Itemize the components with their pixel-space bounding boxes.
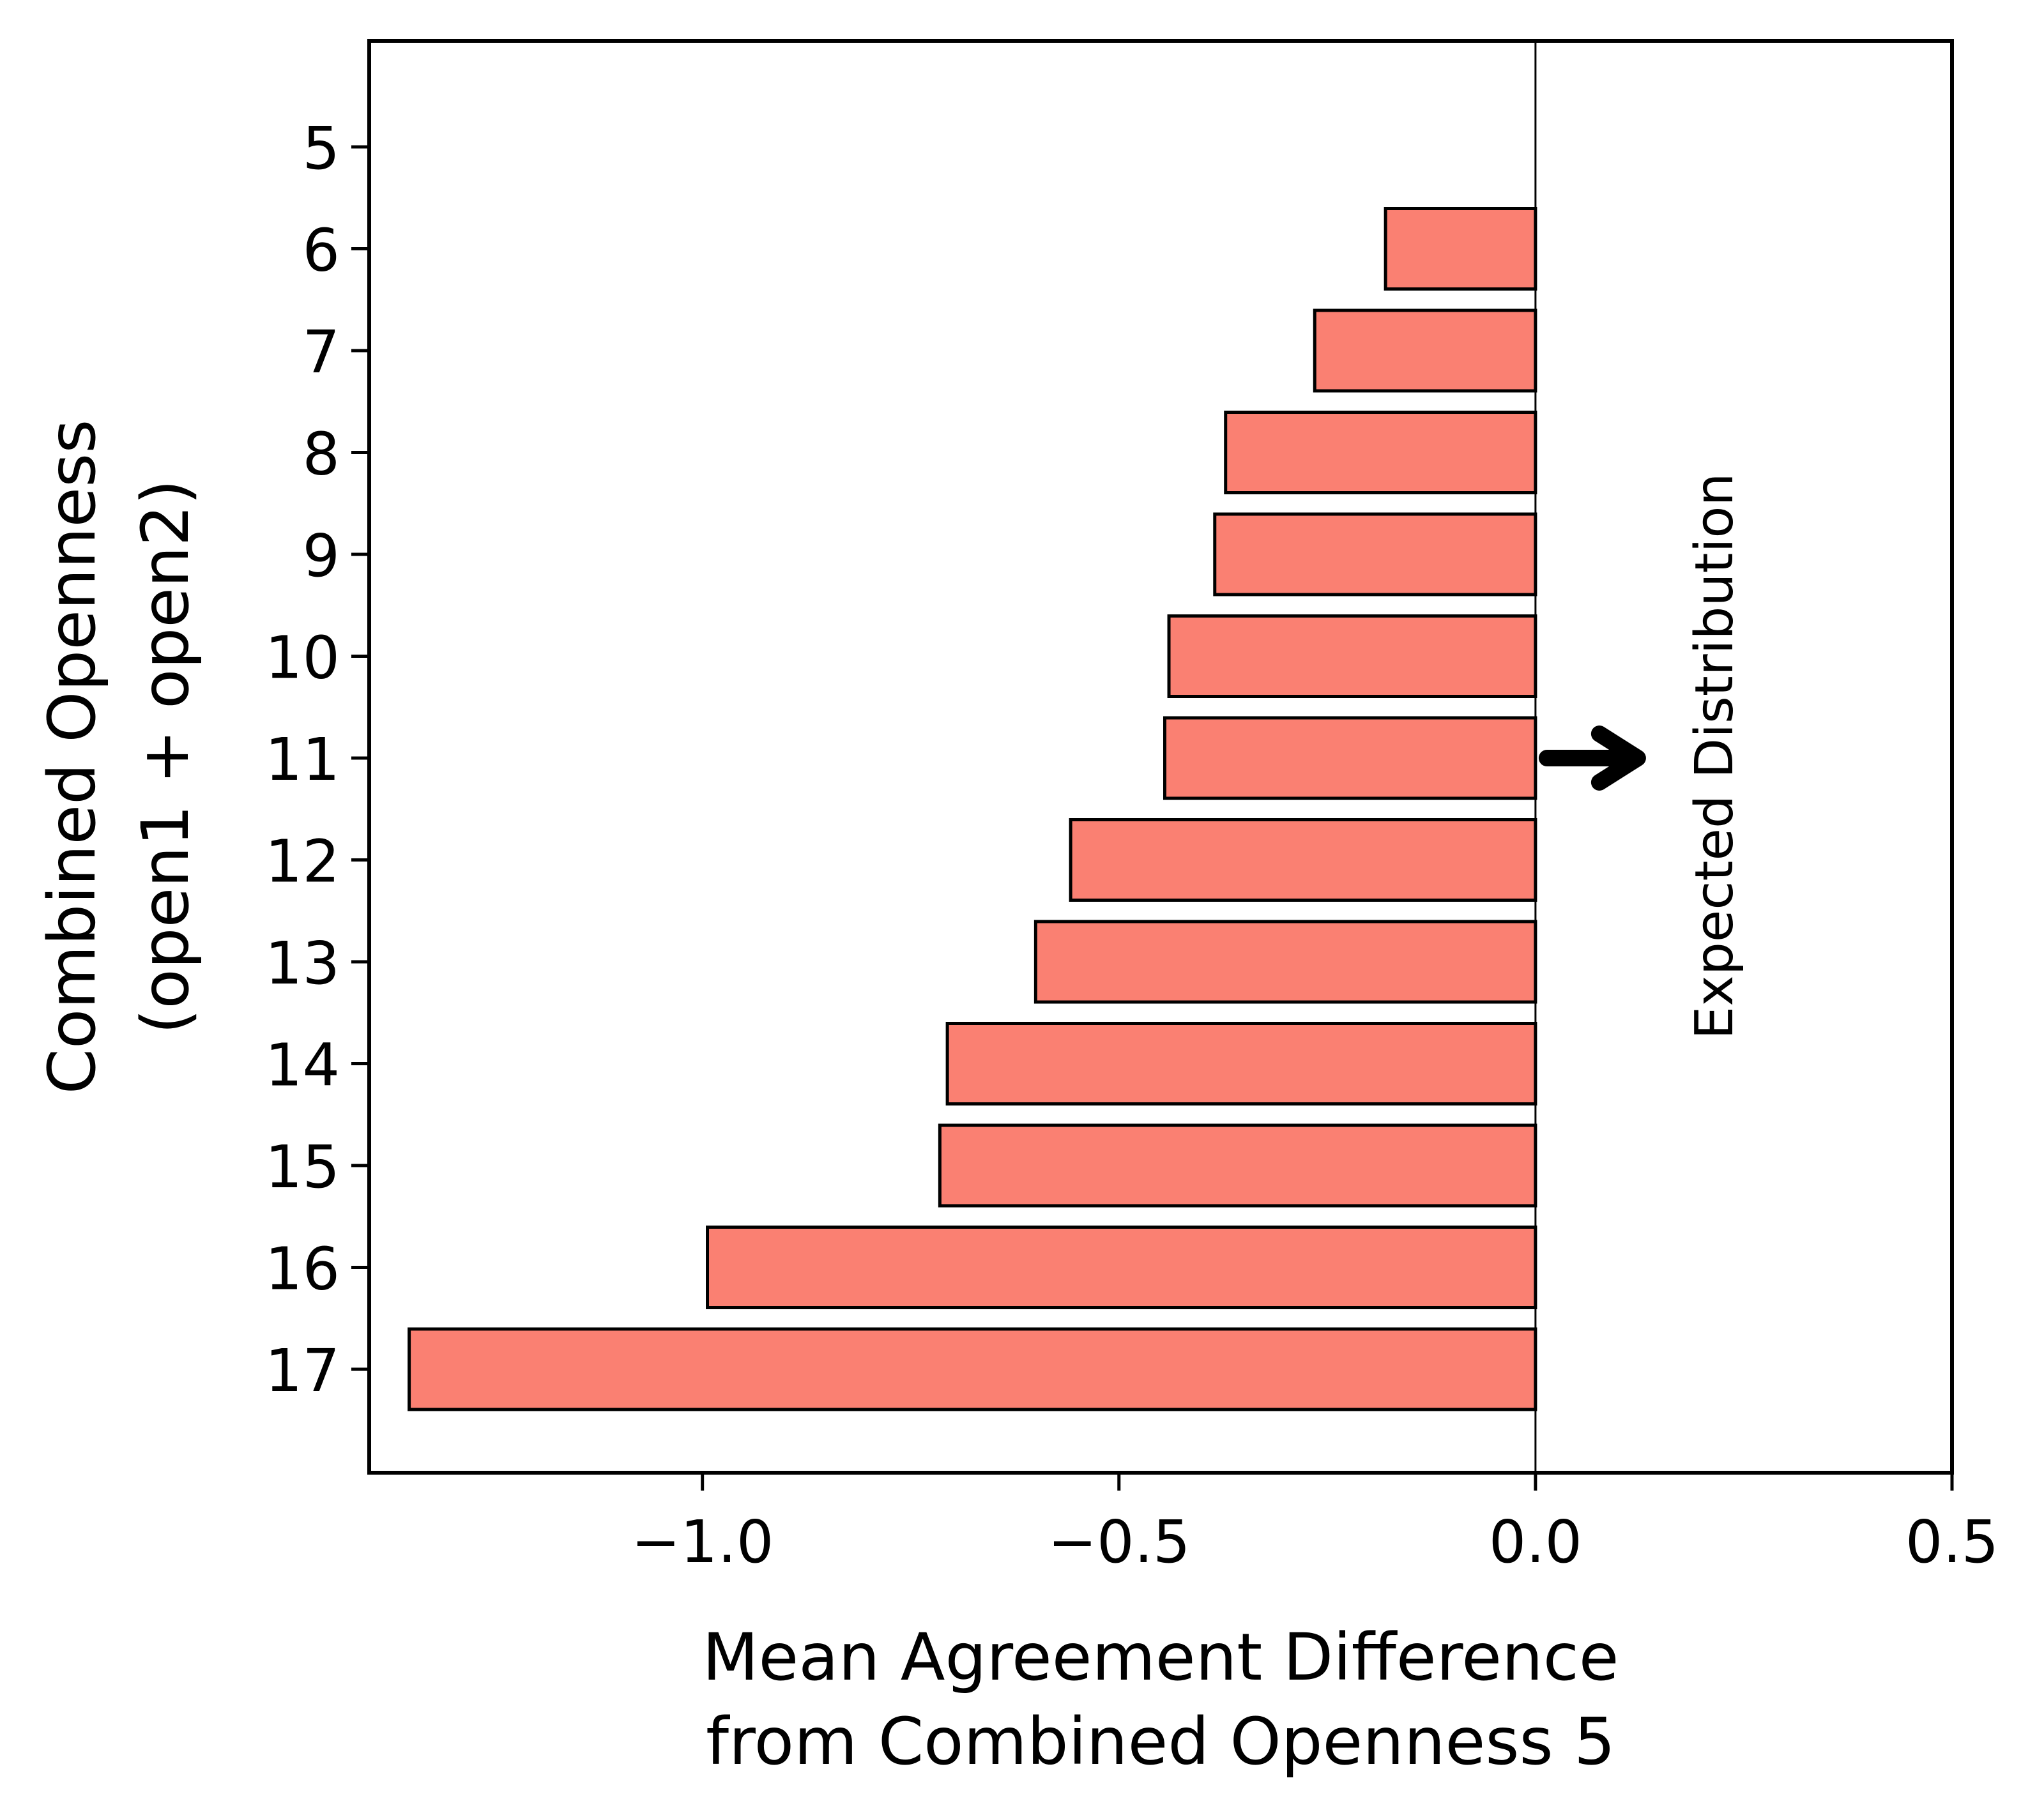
x-axis-ticks: −1.0 −0.5 0.0 0.5 (631, 1473, 1999, 1576)
y-tick-label: 16 (265, 1235, 340, 1303)
y-tick-label: 7 (302, 318, 340, 386)
y-axis-ticks: 5 6 7 8 9 10 11 12 13 14 15 16 17 (265, 114, 369, 1405)
bar-14 (945, 1022, 1537, 1105)
bar-6 (1384, 207, 1537, 291)
bar-11 (1163, 716, 1537, 800)
y-tick-label: 14 (265, 1031, 340, 1100)
x-tick-label: −0.5 (1048, 1508, 1190, 1576)
y-axis-title-line-2: (open1 + open2) (128, 480, 204, 1035)
y-tick-label: 13 (265, 929, 340, 998)
y-tick-label: 11 (265, 725, 340, 794)
bar-13 (1033, 920, 1537, 1004)
annotation-text: Expected Distribution (1684, 473, 1745, 1039)
y-axis-title-line-1: Combined Openness (34, 420, 111, 1095)
x-tick-label: 0.5 (1905, 1508, 1999, 1576)
y-tick-label: 8 (302, 420, 340, 489)
y-tick-label: 9 (302, 522, 340, 590)
bar-17 (408, 1327, 1537, 1411)
bar-15 (938, 1123, 1537, 1208)
bar-12 (1069, 818, 1537, 902)
y-tick-label: 6 (302, 217, 340, 285)
annotation-arrowhead-icon (1590, 725, 1646, 791)
annotation-group: Expected Distribution (1538, 473, 1745, 1040)
bar-10 (1167, 614, 1537, 698)
x-axis-title-line-2: from Combined Openness 5 (706, 1704, 1615, 1780)
bar-9 (1213, 512, 1537, 596)
x-tick-label: −1.0 (631, 1508, 774, 1576)
bars-group (408, 207, 1537, 1411)
y-tick-label: 5 (302, 114, 340, 183)
y-tick-label: 10 (265, 624, 340, 692)
bar-8 (1224, 411, 1537, 494)
y-tick-label: 12 (265, 828, 340, 896)
y-tick-label: 17 (265, 1337, 340, 1405)
bar-16 (706, 1226, 1537, 1309)
y-tick-label: 15 (265, 1133, 340, 1201)
x-axis-title-line-1: Mean Agreement Difference (702, 1620, 1619, 1696)
x-tick-label: 0.0 (1489, 1508, 1582, 1576)
bar-7 (1313, 308, 1537, 393)
